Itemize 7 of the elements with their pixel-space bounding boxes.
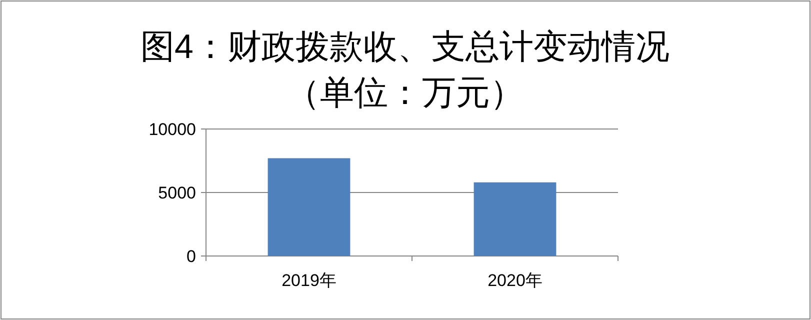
y-tick-label: 0 xyxy=(186,247,196,266)
chart-subtitle: （单位：万元） xyxy=(286,74,524,112)
y-tick-label: 5000 xyxy=(158,184,196,202)
x-tick-label: 2019年 xyxy=(282,271,336,290)
chart-title: 图4：财政拨款收、支总计变动情况 xyxy=(140,28,670,66)
y-tick-label: 10000 xyxy=(148,120,196,139)
x-tick-label: 2020年 xyxy=(488,271,542,290)
